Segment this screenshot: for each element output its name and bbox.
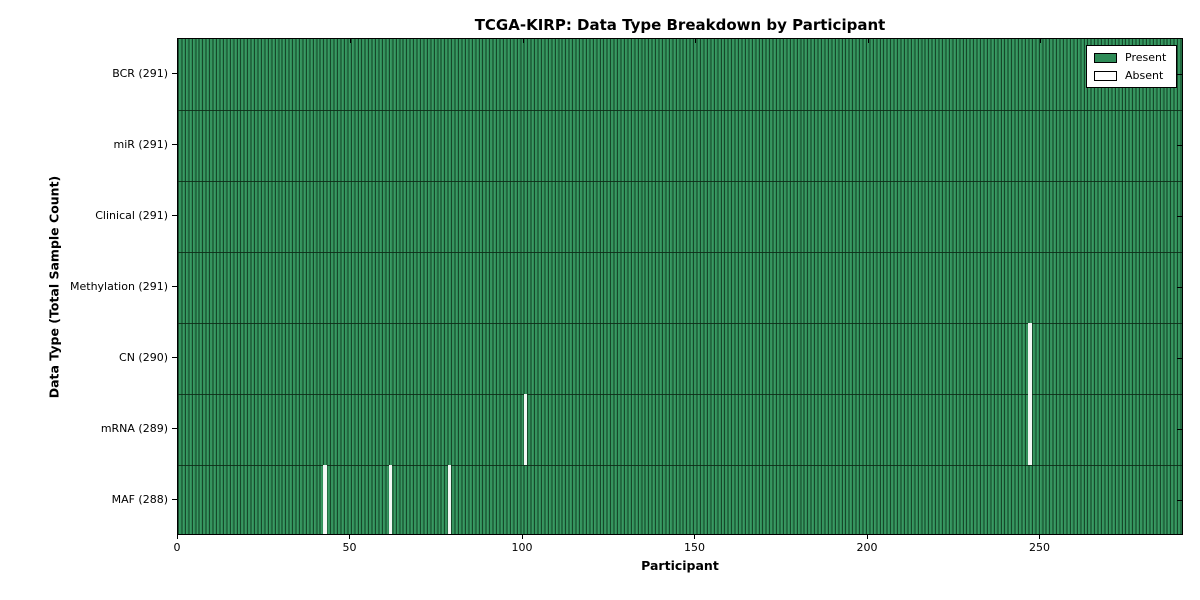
row-boundary	[178, 109, 1182, 111]
y-tick-label: Clinical (291)	[95, 208, 168, 222]
row-boundary	[178, 322, 1182, 324]
chart-title: TCGA-KIRP: Data Type Breakdown by Partic…	[474, 16, 886, 34]
y-tick	[172, 215, 177, 216]
y-tick	[172, 428, 177, 429]
row-boundary	[178, 251, 1182, 253]
y-right-tick	[1177, 287, 1182, 288]
absent-bar	[523, 394, 528, 465]
y-right-tick	[1177, 429, 1182, 430]
present-swatch-icon	[1094, 52, 1117, 63]
y-tick	[172, 286, 177, 287]
row-boundary	[178, 393, 1182, 395]
legend-entry-absent: Absent	[1094, 69, 1169, 82]
y-right-tick	[1177, 216, 1182, 217]
x-tick	[694, 535, 695, 539]
x-tick	[866, 535, 868, 539]
x-tick	[521, 535, 523, 539]
row-methylation	[178, 252, 1182, 323]
y-tick-label: mRNA (289)	[100, 421, 168, 435]
x-tick-label: 150	[684, 541, 705, 554]
y-right-tick	[1177, 74, 1182, 75]
x-top-tick	[695, 39, 696, 43]
legend-label-absent: Absent	[1125, 69, 1164, 82]
legend-label-present: Present	[1125, 51, 1167, 64]
x-tick	[349, 535, 350, 539]
row-cn	[178, 323, 1182, 394]
y-tick	[172, 144, 177, 145]
x-tick	[1039, 535, 1040, 539]
x-tick-label: 100	[511, 541, 533, 554]
y-tick-label: BCR (291)	[112, 66, 168, 80]
x-top-tick	[522, 39, 524, 43]
absent-bar	[447, 465, 452, 534]
y-tick-label: miR (291)	[113, 137, 169, 151]
y-tick-label: Methylation (291)	[70, 279, 168, 293]
y-tick	[172, 73, 177, 74]
row-maf	[178, 465, 1182, 534]
plot-area: Present Absent	[177, 38, 1183, 535]
row-mrna	[178, 394, 1182, 465]
legend-entry-present: Present	[1094, 51, 1169, 64]
absent-bar	[1028, 394, 1032, 465]
row-clinical	[178, 181, 1182, 252]
row-mir	[178, 110, 1182, 181]
x-tick	[176, 535, 178, 539]
y-tick	[172, 357, 177, 358]
y-tick-label: CN (290)	[119, 350, 168, 364]
row-boundary	[178, 180, 1182, 182]
y-right-tick	[1177, 145, 1182, 146]
row-boundary	[178, 464, 1182, 466]
x-tick-label: 200	[856, 541, 878, 554]
x-tick-label: 250	[1029, 541, 1050, 554]
x-top-tick	[350, 39, 351, 43]
x-top-tick	[1040, 39, 1041, 43]
y-tick	[172, 499, 177, 500]
x-axis-label: Participant	[641, 558, 719, 573]
y-right-tick	[1177, 500, 1182, 501]
x-top-tick	[867, 39, 869, 43]
x-tick-label: 50	[342, 541, 357, 554]
x-tick-label: 0	[173, 541, 181, 554]
absent-bar	[1028, 323, 1032, 394]
y-tick-label: MAF (288)	[111, 492, 168, 506]
absent-bar	[323, 465, 327, 534]
absent-swatch-icon	[1094, 70, 1117, 81]
y-right-tick	[1177, 358, 1182, 359]
legend: Present Absent	[1086, 45, 1177, 88]
absent-bar	[388, 465, 393, 534]
row-bcr	[178, 39, 1182, 110]
